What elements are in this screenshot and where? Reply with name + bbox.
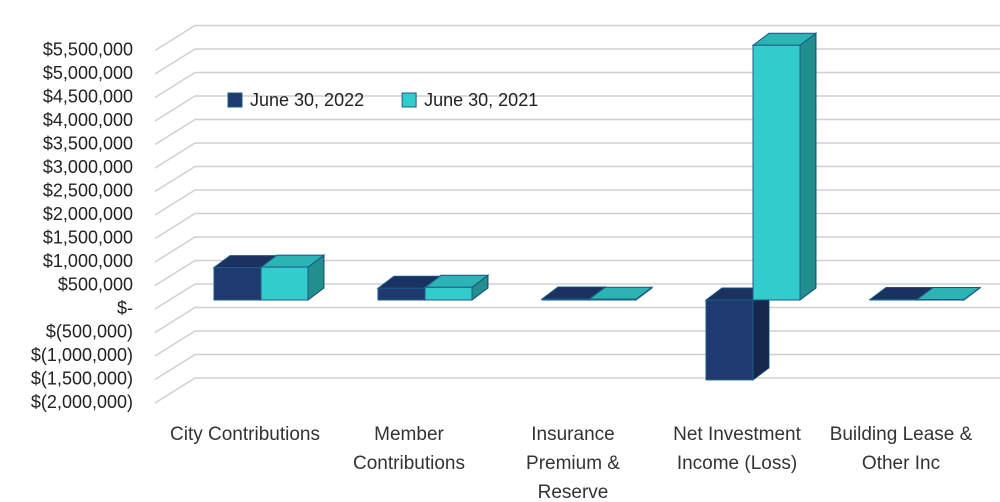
- y-tick-label: $3,500,000: [43, 133, 133, 153]
- y-tick-label: $4,500,000: [43, 86, 133, 106]
- y-tick-label: $(1,000,000): [31, 345, 133, 365]
- bar: [751, 32, 818, 301]
- bar-front: [213, 267, 262, 301]
- grid-line: [154, 48, 1000, 75]
- x-tick-label: Member Contributions: [353, 424, 465, 474]
- bar-front: [869, 299, 918, 301]
- bar-front: [588, 298, 637, 301]
- legend-label: June 30, 2021: [424, 90, 538, 110]
- bar-top-shade: [425, 275, 488, 288]
- legend-swatch: [401, 92, 417, 108]
- legend-swatch: [227, 92, 243, 108]
- bar: [423, 274, 490, 301]
- grid-line: [154, 189, 1000, 216]
- x-tick-label: Insurance Premium & Reserve: [526, 424, 620, 502]
- bar-front: [541, 298, 590, 301]
- bar: [587, 286, 654, 301]
- bar-side-shade: [800, 33, 816, 300]
- bar-front: [377, 287, 426, 301]
- grid-line: [154, 259, 1000, 287]
- grid-line: [154, 142, 1000, 169]
- bar-top-shade: [589, 287, 652, 300]
- y-tick-label: $2,000,000: [43, 204, 133, 224]
- bar-front: [424, 286, 473, 301]
- bar-top-shade: [261, 255, 324, 268]
- grid-line: [154, 95, 1000, 122]
- grid-line: [154, 283, 1000, 310]
- grid-line: [154, 330, 1000, 357]
- grid-line: [154, 212, 1000, 240]
- bar-side-shade: [308, 255, 324, 300]
- y-tick-label: $1,000,000: [43, 251, 133, 271]
- bar-front: [916, 299, 965, 301]
- grid-line: [154, 377, 1000, 404]
- x-tick-label: Building Lease & Other Inc: [829, 424, 973, 474]
- x-tick-label: City Contributions: [170, 424, 320, 445]
- bar: [259, 254, 326, 301]
- y-tick-label: $5,500,000: [43, 39, 133, 59]
- grid-line: [154, 353, 1000, 381]
- bar-side-shade: [472, 275, 488, 300]
- y-tick-label: $2,500,000: [43, 180, 133, 200]
- bar-top-shade: [542, 287, 605, 300]
- y-tick-label: $(2,000,000): [31, 392, 133, 412]
- y-tick-label: $(500,000): [46, 321, 133, 341]
- y-tick-label: $(1,500,000): [31, 368, 133, 388]
- bar-top-shade: [378, 276, 441, 289]
- bar-top-shade: [753, 33, 816, 46]
- bar-front: [752, 44, 801, 301]
- y-tick-label: $-: [117, 298, 133, 318]
- grid-line: [154, 24, 1000, 52]
- bar: [915, 286, 982, 301]
- bar-top-shade: [917, 287, 980, 300]
- bar-front: [260, 266, 309, 301]
- y-tick-label: $3,000,000: [43, 157, 133, 177]
- y-tick-label: $500,000: [58, 274, 133, 294]
- bar-front: [705, 299, 754, 381]
- x-tick-label: Net Investment Income (Loss): [673, 424, 801, 474]
- grid-line: [154, 306, 1000, 334]
- bar-side-shade: [753, 288, 769, 380]
- bar: [704, 287, 771, 381]
- grid-line: [154, 118, 1000, 146]
- y-tick-label: $1,500,000: [43, 227, 133, 247]
- bar-top-shade: [870, 287, 933, 300]
- grid-line: [154, 236, 1000, 263]
- legend-label: June 30, 2022: [250, 90, 364, 110]
- bar-top-shade: [214, 255, 277, 268]
- y-tick-label: $4,000,000: [43, 110, 133, 130]
- y-tick-label: $5,000,000: [43, 63, 133, 83]
- grid-line: [154, 71, 1000, 99]
- grid-line: [154, 165, 1000, 193]
